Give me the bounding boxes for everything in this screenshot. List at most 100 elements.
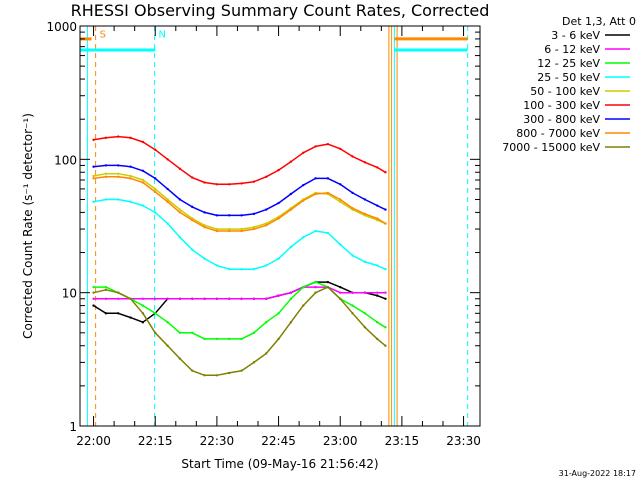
data-point — [240, 297, 243, 300]
data-point — [376, 217, 379, 220]
data-point — [228, 227, 231, 231]
legend-entry-label: 3 - 6 keV — [551, 29, 600, 42]
data-point — [104, 172, 108, 175]
data-point — [141, 169, 145, 173]
data-point — [104, 164, 108, 167]
legend-entry-label: 300 - 800 keV — [523, 113, 600, 126]
data-point — [363, 212, 367, 216]
data-point — [104, 198, 108, 201]
data-point — [228, 229, 231, 233]
data-point — [141, 297, 145, 300]
data-point — [326, 142, 330, 146]
data-point — [166, 187, 169, 191]
data-point — [289, 208, 293, 211]
data-point — [154, 312, 157, 315]
data-point — [351, 207, 354, 210]
data-point — [240, 229, 243, 233]
data-point — [289, 297, 293, 300]
data-point — [277, 257, 280, 260]
data-point — [240, 267, 243, 271]
data-point — [252, 227, 256, 231]
data-point — [376, 337, 379, 341]
data-point — [339, 198, 342, 201]
data-point — [129, 316, 132, 319]
data-point — [363, 260, 367, 264]
data-point — [203, 374, 206, 377]
data-point — [240, 337, 243, 341]
legend-entry-label: 50 - 100 keV — [530, 85, 600, 98]
x-tick-label: 22:00 — [76, 434, 111, 448]
data-point — [351, 304, 354, 307]
x-tick-label: 23:15 — [385, 434, 420, 448]
data-point — [326, 231, 330, 235]
data-point — [92, 291, 95, 294]
data-point — [178, 357, 182, 360]
data-point — [154, 297, 157, 300]
data-point — [104, 297, 108, 300]
data-point — [129, 136, 132, 140]
data-point — [289, 321, 293, 324]
data-point — [203, 337, 206, 341]
data-point — [265, 264, 268, 267]
data-point — [215, 183, 219, 186]
data-point — [154, 148, 157, 151]
data-point — [363, 161, 367, 164]
data-point — [166, 158, 169, 161]
x-tick-label: 22:45 — [261, 434, 296, 448]
data-point — [191, 248, 194, 251]
data-point — [215, 297, 219, 300]
data-point — [178, 236, 182, 239]
data-point — [314, 145, 317, 148]
legend-entry-label: 6 - 12 keV — [544, 43, 600, 56]
data-point — [384, 297, 387, 300]
data-point — [265, 175, 268, 178]
data-point — [376, 294, 379, 297]
data-point — [339, 243, 342, 246]
data-point — [191, 176, 194, 179]
data-point — [240, 227, 243, 231]
data-point — [129, 165, 132, 168]
data-point — [129, 200, 132, 204]
data-point — [117, 164, 120, 167]
data-point — [154, 177, 157, 180]
data-point — [178, 167, 182, 170]
data-point — [129, 177, 132, 180]
data-point — [215, 337, 219, 341]
data-point — [117, 135, 120, 138]
data-point — [384, 171, 387, 174]
data-point — [302, 151, 305, 154]
data-point — [228, 214, 231, 217]
data-point — [228, 371, 231, 375]
data-point — [141, 204, 145, 207]
x-axis-label: Start Time (09-May-16 21:56:42) — [181, 457, 378, 471]
data-point — [277, 337, 280, 341]
data-point — [252, 180, 256, 183]
x-tick-label: 23:30 — [446, 434, 481, 448]
data-point — [376, 166, 379, 169]
data-point — [104, 312, 108, 315]
data-point — [141, 312, 145, 315]
data-point — [215, 374, 219, 377]
data-point — [277, 312, 280, 315]
data-point — [117, 297, 120, 300]
data-point — [289, 291, 293, 294]
legend-entry-label: 25 - 50 keV — [537, 71, 600, 84]
data-point — [141, 304, 145, 307]
data-point — [141, 178, 145, 182]
legend-entry-label: 100 - 300 keV — [523, 99, 600, 112]
data-point — [376, 321, 379, 324]
data-point — [351, 155, 354, 158]
data-point — [314, 291, 317, 294]
data-point — [252, 212, 256, 216]
data-point — [129, 297, 132, 300]
data-point — [215, 229, 219, 233]
data-point — [376, 204, 379, 207]
data-point — [289, 192, 293, 196]
data-point — [203, 181, 206, 184]
data-point — [265, 297, 268, 300]
data-point — [363, 198, 367, 201]
data-point — [339, 147, 342, 150]
x-tick-label: 23:00 — [323, 434, 358, 448]
data-point — [339, 297, 342, 300]
